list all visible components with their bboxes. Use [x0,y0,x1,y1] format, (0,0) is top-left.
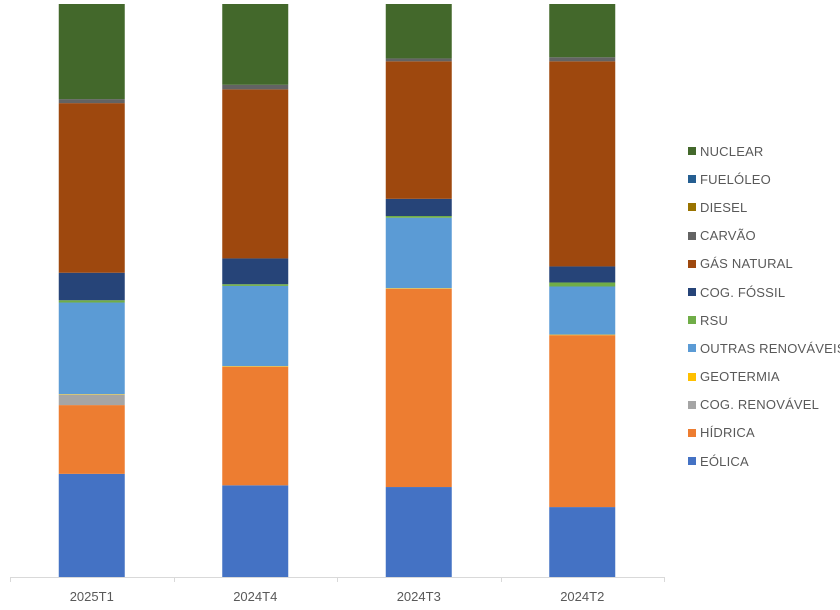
legend-label: RSU [700,312,729,328]
bar-segment [549,4,616,58]
bar-segment [58,302,125,395]
bar-segment [549,334,616,336]
bar-segment [58,272,125,301]
legend-swatch [688,428,696,437]
stacked-bar-chart: 2025T1 2024T4 2024T3 2024T2 [10,4,665,604]
legend-label: GEOTERMIA [700,369,780,385]
legend-item: EÓLICA [688,447,840,475]
legend-label: HÍDRICA [700,425,755,441]
legend-label: NUCLEAR [700,143,764,159]
bar-segment [549,266,616,283]
legend-item: FUELÓLEO [688,165,840,193]
legend-swatch [688,259,696,268]
legend-item: DIESEL [688,193,840,221]
x-tick-label: 2024T4 [233,589,277,604]
bar-segment [385,487,452,577]
bar-segment [385,58,452,62]
legend-swatch [688,457,696,466]
bar-segment [58,103,125,273]
x-tick-label: 2024T2 [560,589,604,604]
bar-segment [549,282,616,287]
bar-segment [222,285,289,367]
legend-label: COG. RENOVÁVEL [700,397,820,413]
legend-item: CARVÃO [688,222,840,250]
legend-swatch [688,203,696,212]
bar-segment [222,89,289,259]
bar-segment [385,288,452,289]
bar-segment [58,473,125,577]
legend-item: OUTRAS RENOVÁVEIS [688,334,840,362]
legend-item: GÁS NATURAL [688,250,840,278]
bar-segment [222,366,289,367]
legend-swatch [688,316,696,325]
bar-segment [222,366,289,486]
legend: NUCLEAR FUELÓLEO DIESEL CARVÃO GÁS NATURAL CO… [688,137,840,475]
bar-segment [222,84,289,90]
bar-segment [385,288,452,488]
legend-label: GÁS NATURAL [700,256,793,272]
x-tick-label: 2025T1 [70,589,114,604]
legend-swatch [688,372,696,381]
bar-segment [385,4,452,59]
legend-swatch [688,231,696,240]
legend-label: OUTRAS RENOVÁVEIS [700,340,840,356]
legend-swatch [688,400,696,409]
bar-segment [58,99,125,104]
legend-item: COG. RENOVÁVEL [688,391,840,419]
legend-label: COG. FÓSSIL [700,284,786,300]
x-axis-labels: 2025T1 2024T4 2024T3 2024T2 [70,589,605,604]
legend-swatch [688,344,696,353]
legend-item: COG. FÓSSIL [688,278,840,306]
x-tick-label: 2024T3 [397,589,441,604]
bar-segment [385,198,452,217]
bar-segment [385,217,452,289]
legend-swatch [688,288,696,297]
legend-label: DIESEL [700,199,748,215]
legend-swatch [688,175,696,184]
bar-segment [58,405,125,474]
bars-group [58,4,616,577]
bar-segment [549,57,616,62]
legend-item: NUCLEAR [688,137,840,165]
bar-segment [385,61,452,199]
bar-segment [222,284,289,286]
bar-segment [549,286,616,335]
bar-segment [549,61,616,267]
bar-segment [222,485,289,577]
legend-label: EÓLICA [700,453,749,469]
legend-item: HÍDRICA [688,419,840,447]
legend-swatch [688,147,696,156]
x-axis-ticks [10,577,665,582]
bar-segment [549,335,616,508]
legend-label: CARVÃO [700,228,756,244]
legend-label: FUELÓLEO [700,171,771,187]
bar-segment [222,258,289,285]
legend-item: RSU [688,306,840,334]
bar-segment [58,394,125,395]
bar-segment [549,507,616,577]
bar-segment [58,300,125,303]
bar-segment [385,216,452,218]
bar-segment [58,394,125,406]
bar-segment [58,4,125,100]
bar-segment [222,4,289,85]
legend-item: GEOTERMIA [688,363,840,391]
